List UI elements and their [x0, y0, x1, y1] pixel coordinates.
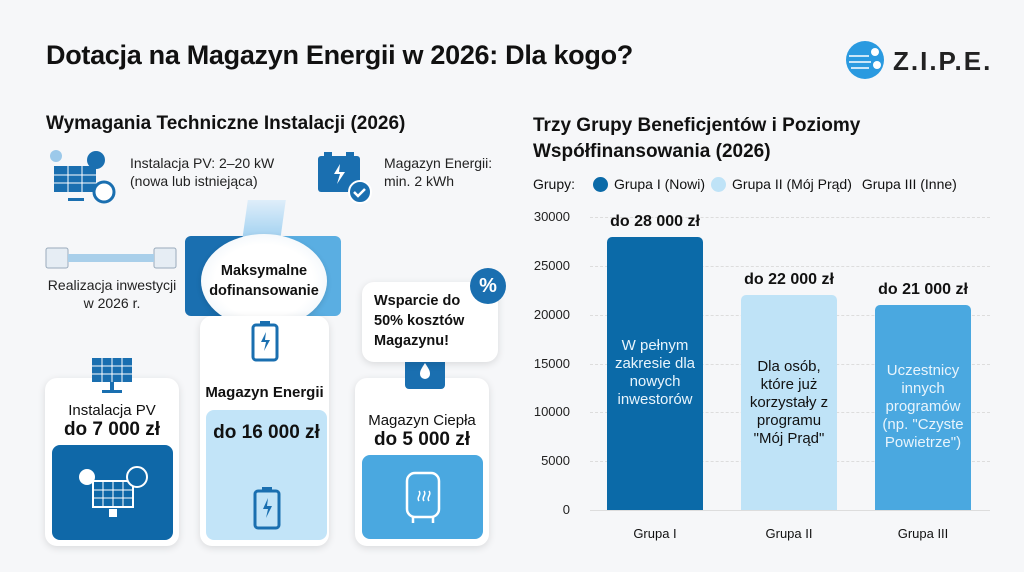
card-storage: Magazyn Energii do 16 000 zł [200, 316, 329, 546]
gridline [590, 510, 990, 511]
legend: Grupy: Grupa I (Nowi) Grupa II (Mój Prąd… [533, 176, 957, 192]
bar-text: Dla osób, które już korzystały z program… [749, 357, 829, 447]
req-storage-line1: Magazyn Energii: [384, 155, 493, 171]
gridline [590, 265, 990, 267]
card-heat-name: Magazyn Ciepła [368, 412, 476, 429]
bar-3: Uczestnicy innych programów (np. "Czyste… [875, 304, 971, 510]
x-tick-label: Grupa I [633, 526, 677, 541]
timeline-line2: w 2026 r. [83, 295, 141, 311]
logo-icon [846, 41, 884, 79]
battery-icon [253, 487, 280, 530]
data-label: do 21 000 zł [878, 280, 968, 298]
legend-item-2: Grupa II (Mój Prąd) [732, 176, 852, 192]
center-line1: Maksymalne [220, 263, 308, 279]
battery-check-icon [318, 152, 372, 204]
logo: Z.I.P.E. [845, 40, 995, 80]
legend-swatch-2 [711, 176, 727, 192]
x-tick-label: Grupa II [765, 526, 813, 541]
chart-title: Trzy Grupy Beneficjentów i Poziomy Współ… [533, 115, 861, 162]
card-pv-name: Instalacja PV [68, 402, 156, 419]
legend-label: Grupy: [533, 176, 576, 192]
y-tick-label: 25000 [533, 257, 570, 273]
bar-text: Uczestnicy innych programów (np. "Czyste… [882, 362, 964, 452]
page-title: Dotacja na Magazyn Energii w 2026: Dla k… [46, 40, 633, 70]
left-heading: Wymagania Techniczne Instalacji (2026) [46, 113, 406, 134]
bar-text: W pełnym zakresie dla nowych inwestorów [614, 337, 696, 409]
percent-badge-icon: % [470, 268, 506, 304]
y-tick-label: 15000 [533, 355, 570, 371]
y-tick-label: 0 [562, 502, 570, 517]
y-tick-label: 20000 [533, 306, 570, 322]
legend-swatch-1 [593, 176, 609, 192]
bubble-line3: Magazynu! [374, 333, 449, 349]
timeline-line1: Realizacja inwestycji [47, 277, 177, 293]
solar-panel-icon [92, 358, 132, 393]
card-pv-amount: do 7 000 zł [63, 419, 161, 440]
y-tick-label: 5000 [541, 453, 570, 469]
calendar-timeline-icon [45, 247, 177, 269]
bar-1: W pełnym zakresie dla nowych inwestorów [607, 236, 703, 510]
req-pv-line2: (nowa lub istniejąca) [130, 173, 258, 189]
logo-text: Z.I.P.E. [893, 46, 993, 76]
solar-panel-gear-icon [50, 150, 116, 204]
center-circle: Maksymalne dofinansowanie [201, 234, 327, 328]
y-tick-label: 30000 [533, 209, 570, 224]
solar-panel-gear-clock-icon [78, 465, 148, 517]
battery-icon [251, 321, 279, 362]
card-heat-amount: do 5 000 zł [373, 429, 471, 450]
x-tick-label: Grupa III [897, 526, 949, 541]
bar-2: Dla osób, które już korzystały z program… [741, 295, 837, 510]
legend-item-3: Grupa III (Inne) [861, 176, 957, 192]
gridline [590, 217, 990, 218]
center-line2: dofinansowanie [209, 283, 319, 299]
bubble-line2: 50% kosztów [374, 313, 465, 329]
data-label: do 28 000 zł [610, 212, 700, 230]
req-pv-line1: Instalacja PV: 2–20 kW [130, 155, 275, 171]
boiler-icon [405, 471, 440, 523]
legend-item-1: Grupa I (Nowi) [614, 176, 706, 192]
y-tick-label: 10000 [533, 404, 570, 420]
card-heat: Magazyn Ciepła do 5 000 zł [355, 378, 489, 546]
card-storage-name: Magazyn Energii [205, 384, 324, 401]
bubble-line1: Wsparcie do [374, 293, 461, 309]
card-storage-amount: do 16 000 zł [213, 422, 320, 443]
data-label: do 22 000 zł [744, 271, 834, 289]
card-pv: Instalacja PV do 7 000 zł [45, 358, 179, 546]
req-storage-line2: min. 2 kWh [384, 173, 455, 189]
